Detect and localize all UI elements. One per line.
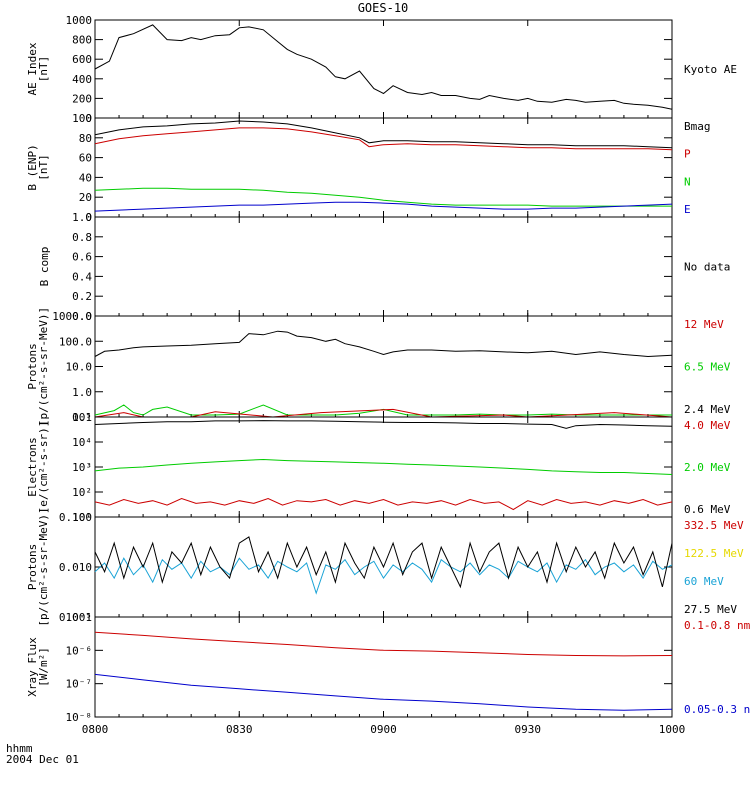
legend-entry: 2.4 MeV	[684, 403, 731, 416]
y-tick-label: 60	[79, 152, 92, 165]
x-tick-label: 0830	[226, 723, 253, 736]
panel-protons_high: 0.001 0.010 0.100 Protons[p/(cm²-s-sr-MeV)]…	[26, 507, 744, 626]
legend-entry: No data	[684, 261, 730, 274]
series-line-n	[94, 187, 672, 207]
series-line-bmag	[94, 120, 673, 149]
y-tick-label: 10.0	[66, 361, 93, 374]
y-axis-label: Electrons[e/(cm²-s-sr)]	[26, 421, 50, 514]
y-axis-label: Protons[p/(cm²-s-sr-MeV)]	[26, 307, 50, 426]
y-tick-label: 0.0	[72, 310, 92, 323]
panel-frame	[94, 216, 673, 317]
y-axis-label: B (ENP)[nT]	[26, 144, 50, 190]
panel-bcomp: 0.0 0.2 0.4 0.6 0.8 1.0 B comp No data	[38, 211, 730, 323]
legend-entry: 332.5 MeV	[684, 519, 744, 532]
series-line-6-5-mev	[94, 404, 672, 416]
panel-ae: 0 200 400 600 800 1000 AE Index[nT] Kyoto AE	[26, 14, 737, 125]
time-label: hhmm	[6, 742, 33, 755]
y-tick-label: 10⁴	[72, 436, 92, 449]
legend-entry: P	[684, 148, 691, 161]
x-tick-label: 1000	[659, 723, 686, 736]
y-tick-label: 400	[72, 73, 92, 86]
series-line-0-05-0-3-nm	[94, 673, 673, 711]
legend-entry: 0.1-0.8 nm	[684, 619, 750, 632]
legend-entry: 0.6 MeV	[684, 503, 731, 516]
series-line-4-0-mev	[94, 497, 673, 511]
plot-title: GOES-10	[358, 1, 409, 15]
panel-frame	[94, 19, 673, 119]
panel-bfield: 0 20 40 60 80 100 B (ENP)[nT] Bmag P N E	[26, 112, 711, 224]
legend-entry: E	[684, 203, 691, 216]
panel-frame	[94, 616, 673, 718]
y-tick-label: 200	[72, 92, 92, 105]
y-tick-label: 0	[85, 112, 92, 125]
x-tick-label: 0800	[82, 723, 109, 736]
y-tick-label: 0	[85, 211, 92, 224]
y-axis-label: Protons[p/(cm²-s-sr-MeV)]	[26, 507, 50, 626]
y-tick-label: 10⁻⁸	[66, 711, 93, 724]
y-tick-label: 80	[79, 132, 92, 145]
y-tick-label: 10⁻⁶	[66, 644, 93, 657]
y-tick-label: 0.2	[72, 290, 92, 303]
panel-protons_low: 0.1 1.0 10.0 100.0 1000.0Protons[p/(cm²-s-sr…	[26, 307, 731, 426]
x-tick-label: 0930	[515, 723, 542, 736]
legend-entry: 122.5 MeV	[684, 547, 744, 560]
y-tick-label: 1000	[66, 14, 93, 27]
y-tick-label: 20	[79, 191, 92, 204]
series-line-kyoto-ae	[94, 24, 673, 110]
legend-entry: 6.5 MeV	[684, 361, 731, 374]
y-tick-label: 0.6	[72, 251, 92, 264]
y-tick-label: 10²	[72, 486, 92, 499]
y-tick-label: 10⁻⁷	[66, 678, 93, 691]
y-tick-label: 40	[79, 171, 92, 184]
y-axis-label: B comp	[38, 247, 51, 287]
panel-electrons: 10¹ 10² 10³ 10⁴ 10⁵ Electrons[e/(cm²-s-sr)] 4.…	[26, 411, 731, 524]
series-line-p	[94, 127, 673, 151]
y-tick-label: 600	[72, 53, 92, 66]
y-tick-label: 0.010	[59, 561, 92, 574]
y-tick-label: 1.0	[72, 211, 92, 224]
legend-entry: Kyoto AE	[684, 63, 737, 76]
x-tick-label: 0900	[370, 723, 397, 736]
legend-entry: 4.0 MeV	[684, 419, 731, 432]
y-tick-label: 0.4	[72, 270, 92, 283]
series-line-0-6-mev	[94, 420, 673, 429]
legend-entry: 2.0 MeV	[684, 461, 731, 474]
series-line-0-1-0-8-nm	[94, 631, 673, 657]
y-tick-label: 1000.0	[52, 310, 92, 323]
y-axis-label: Xray Flux[W/m²]	[26, 637, 50, 697]
date-label: 2004 Dec 01	[6, 753, 79, 766]
legend-entry: 12 MeV	[684, 318, 724, 331]
y-tick-label: 0.1	[72, 411, 92, 424]
y-tick-label: 0.8	[72, 231, 92, 244]
panel-frame	[94, 315, 673, 418]
panel-xray: 10⁻⁸ 10⁻⁷ 10⁻⁶ 10⁻⁵ Xray Flux[W/m²] 0.1-0.8 n…	[26, 611, 750, 724]
y-tick-label: 100.0	[59, 335, 92, 348]
legend-entry: Bmag	[684, 120, 711, 133]
legend-entry: 60 MeV	[684, 575, 724, 588]
y-tick-label: 800	[72, 34, 92, 47]
series-line-2-0-mev	[94, 458, 673, 475]
legend-entry: 27.5 MeV	[684, 603, 737, 616]
y-tick-label: 10⁻⁵	[66, 611, 93, 624]
series-line-e	[94, 201, 673, 212]
y-tick-label: 10⁵	[72, 411, 92, 424]
series-line-27-5-mev	[94, 536, 673, 589]
legend-entry: N	[684, 175, 691, 188]
y-tick-label: 100	[72, 112, 92, 125]
y-tick-label: 10³	[72, 461, 92, 474]
series-line-60-mev	[94, 557, 673, 595]
y-tick-label: 0.001	[59, 611, 92, 624]
y-tick-label: 0.100	[59, 511, 92, 524]
series-line-2-4-mev	[94, 330, 673, 358]
y-tick-label: 10¹	[72, 511, 92, 524]
legend-entry: 0.05-0.3 nm	[684, 703, 750, 716]
y-tick-label: 1.0	[72, 386, 92, 399]
y-axis-label: AE Index[nT]	[26, 42, 50, 95]
